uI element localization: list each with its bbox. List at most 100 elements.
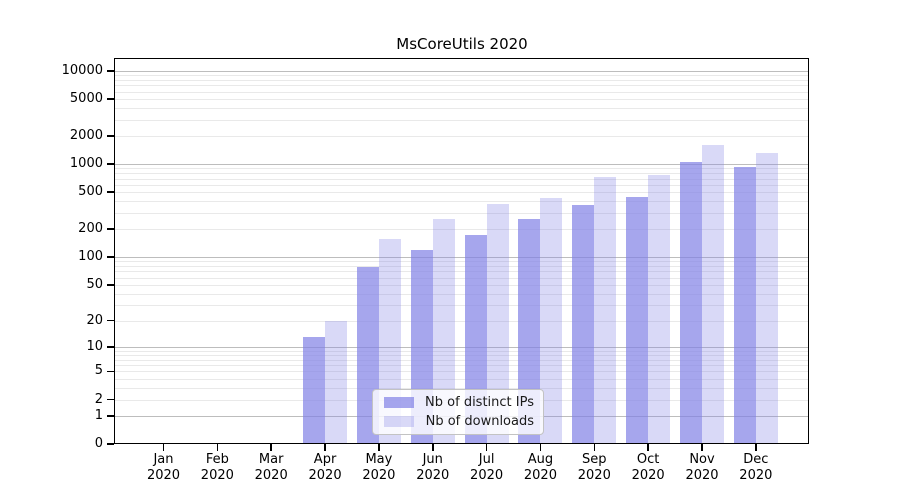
x-tick-mark — [647, 444, 649, 451]
x-tick-label: Dec 2020 — [739, 452, 773, 483]
y-tick-label: 100 — [78, 249, 103, 265]
y-tick-mark — [107, 370, 114, 373]
gridline-minor — [114, 119, 809, 121]
gridline-minor — [114, 178, 809, 180]
gridline-minor — [114, 371, 809, 373]
gridline-minor — [114, 75, 809, 77]
y-tick-mark — [107, 228, 114, 230]
y-tick-mark — [107, 191, 114, 193]
y-tick-mark — [107, 98, 114, 100]
legend-swatch-distinct-ips — [384, 397, 414, 408]
gridline-minor — [114, 266, 809, 268]
y-tick-mark — [107, 163, 114, 165]
gridline-minor — [114, 261, 809, 263]
bar-nb-of-downloads-aug — [540, 197, 563, 444]
x-tick-label: May 2020 — [362, 452, 396, 483]
bar-nb-of-downloads-oct — [648, 174, 671, 444]
x-tick-label: Jan 2020 — [146, 452, 181, 483]
y-tick-label: 0 — [94, 436, 103, 451]
bar-nb-of-distinct-ips-sep — [572, 204, 595, 444]
y-tick-label: 5 — [94, 363, 103, 379]
gridline-major — [114, 257, 809, 259]
gridline-minor — [114, 136, 809, 138]
gridline-minor — [114, 192, 809, 194]
x-tick-mark — [432, 444, 434, 451]
y-tick-mark — [107, 398, 114, 401]
gridline-minor — [114, 293, 809, 295]
gridline-major — [114, 164, 809, 166]
gridline-minor — [114, 271, 809, 273]
y-tick-mark — [107, 284, 114, 286]
y-tick-label: 10 — [86, 338, 103, 354]
gridline-minor — [114, 91, 809, 93]
x-tick-label: Mar 2020 — [254, 452, 288, 483]
gridline-minor — [114, 108, 809, 110]
gridline-major — [114, 70, 809, 72]
legend-label: Nb of distinct IPs — [425, 395, 534, 410]
y-tick-mark — [107, 346, 114, 348]
y-tick-label: 50 — [86, 276, 103, 292]
gridline-minor — [114, 212, 809, 214]
y-tick-mark — [107, 415, 114, 417]
legend-row: Nb of downloads — [373, 414, 543, 429]
x-tick-mark — [593, 444, 596, 451]
gridline-minor — [114, 320, 809, 322]
gridline-minor — [114, 99, 809, 101]
y-tick-mark — [107, 70, 114, 72]
bar-nb-of-distinct-ips-dec — [733, 167, 756, 444]
x-tick-mark — [216, 444, 219, 451]
gridline-minor — [114, 201, 809, 203]
legend-row: Nb of distinct IPs — [373, 395, 543, 410]
y-tick-mark — [107, 443, 114, 445]
gridline-minor — [114, 229, 809, 231]
bar-nb-of-distinct-ips-nov — [680, 161, 702, 444]
x-tick-label: Nov 2020 — [685, 452, 719, 483]
x-tick-label: Jun 2020 — [416, 452, 450, 483]
bar-nb-of-downloads-dec — [755, 152, 778, 444]
legend-label: Nb of downloads — [425, 414, 534, 429]
y-tick-mark — [107, 135, 114, 137]
x-tick-label: Apr 2020 — [308, 452, 342, 483]
gridline-minor — [114, 284, 809, 286]
x-tick-label: Feb 2020 — [200, 452, 234, 483]
bar-nb-of-distinct-ips-oct — [626, 197, 649, 444]
x-tick-label: Oct 2020 — [631, 452, 665, 483]
bar-nb-of-downloads-apr — [325, 320, 348, 444]
x-tick-mark — [755, 444, 757, 451]
legend: Nb of distinct IPs Nb of downloads — [372, 389, 544, 435]
y-tick-mark — [107, 256, 114, 258]
gridline-minor — [114, 387, 809, 389]
y-tick-label: 20 — [86, 312, 103, 328]
bar-nb-of-distinct-ips-aug — [518, 219, 541, 444]
bar-nb-of-distinct-ips-apr — [303, 337, 326, 444]
gridline-minor — [114, 85, 809, 87]
x-tick-mark — [485, 444, 488, 451]
bar-nb-of-downloads-nov — [702, 145, 724, 444]
gridline-minor — [114, 304, 809, 306]
gridline-minor — [114, 184, 809, 186]
y-tick-label: 1 — [94, 407, 103, 423]
x-tick-label: Aug 2020 — [523, 452, 557, 483]
gridline-minor — [114, 277, 809, 279]
y-tick-label: 2000 — [69, 128, 103, 144]
y-tick-label: 2 — [94, 391, 103, 407]
y-tick-label: 10000 — [61, 62, 103, 78]
chart-title: MsCoreUtils 2020 — [396, 35, 528, 53]
gridline-minor — [114, 173, 809, 175]
x-tick-label: Jul 2020 — [470, 452, 504, 483]
gridline-minor — [114, 80, 809, 82]
bar-nb-of-downloads-jun — [432, 219, 455, 444]
y-tick-label: 1000 — [69, 156, 103, 172]
gridline-minor — [114, 365, 809, 367]
x-tick-mark — [378, 444, 380, 451]
x-tick-mark — [701, 444, 703, 451]
gridline-major — [114, 346, 809, 348]
x-tick-mark — [324, 444, 326, 451]
y-tick-mark — [107, 319, 114, 322]
gridline-minor — [114, 355, 809, 357]
y-tick-label: 200 — [78, 221, 103, 237]
x-tick-mark — [270, 444, 272, 451]
x-tick-label: Sep 2020 — [577, 452, 611, 483]
gridline-minor — [114, 168, 809, 170]
